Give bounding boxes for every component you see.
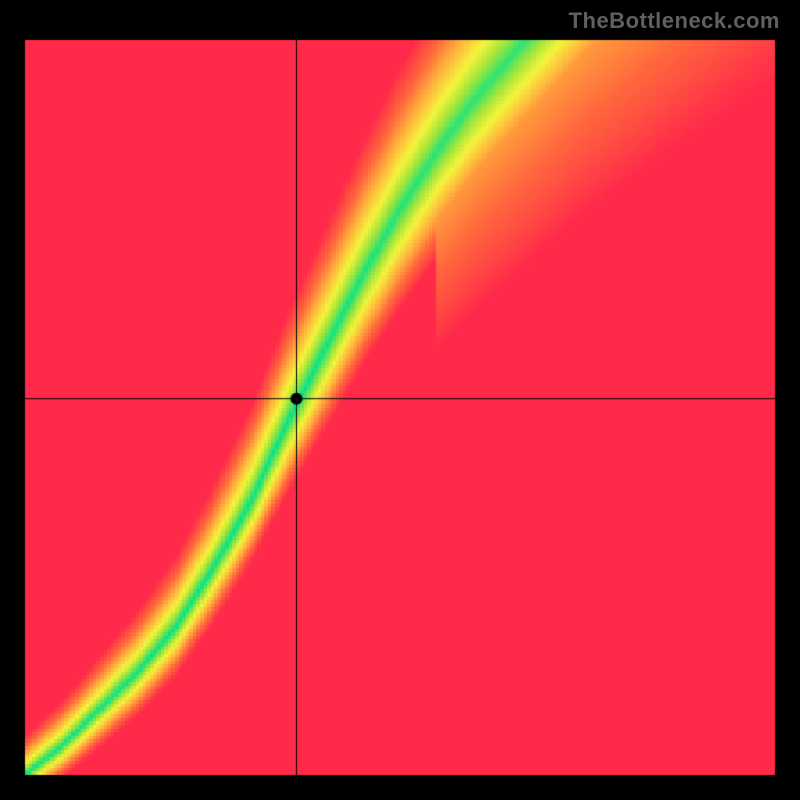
watermark-text: TheBottleneck.com (569, 8, 780, 34)
chart-container: TheBottleneck.com (0, 0, 800, 800)
bottleneck-heatmap (0, 0, 800, 800)
